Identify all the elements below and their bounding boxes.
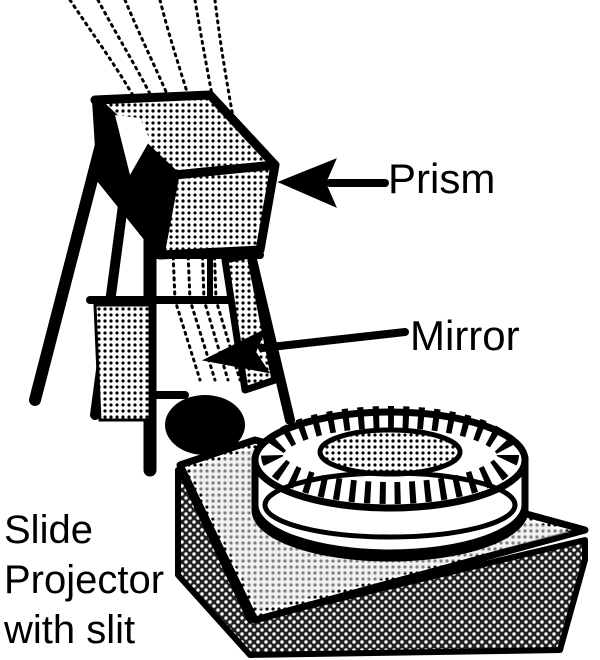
slide-projector-label-line-2: Projector xyxy=(4,558,165,602)
slide-projector-label-line-1: Slide xyxy=(4,508,93,552)
projector-lens xyxy=(165,395,245,455)
mirror-label: Mirror xyxy=(410,312,520,359)
slide-projector-label-line-3: with slit xyxy=(4,608,136,652)
prism-label: Prism xyxy=(388,155,496,202)
slide-carousel xyxy=(251,406,529,562)
prism-arrow xyxy=(277,158,389,208)
prism xyxy=(90,90,280,260)
stand-side-panel xyxy=(93,303,152,422)
slide-projector-label: Slide Projector with slit xyxy=(4,505,164,655)
mirror-arrow xyxy=(201,327,409,374)
